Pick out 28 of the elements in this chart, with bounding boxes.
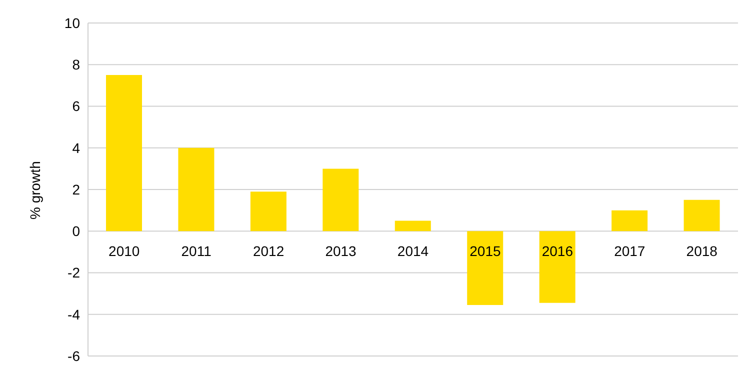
y-tick-label: 2 <box>72 181 80 198</box>
x-tick-label: 2018 <box>686 243 718 260</box>
y-tick-label: 8 <box>72 56 80 73</box>
y-tick-label: -2 <box>68 264 80 281</box>
y-axis-title: % growth <box>26 161 43 220</box>
bar <box>106 75 142 232</box>
x-tick-label: 2017 <box>614 243 646 260</box>
y-tick-label: 0 <box>72 223 80 240</box>
x-tick-label: 2016 <box>542 243 574 260</box>
y-tick-label: -6 <box>68 348 80 364</box>
bar <box>684 200 720 232</box>
bar <box>322 168 359 232</box>
bar <box>467 231 504 306</box>
x-tick-label: 2012 <box>252 243 284 260</box>
x-tick-label: 2015 <box>470 243 502 260</box>
x-tick-label: 2011 <box>181 243 212 260</box>
x-tick-label: 2010 <box>108 243 140 260</box>
bar <box>394 220 431 232</box>
x-tick-label: 2013 <box>325 243 357 260</box>
bar <box>250 192 286 232</box>
y-tick-label: 4 <box>72 140 80 156</box>
bar <box>539 231 576 303</box>
bar <box>178 148 214 232</box>
x-tick-label: 2014 <box>397 243 429 260</box>
y-tick-label: 10 <box>64 14 80 31</box>
bar <box>612 210 648 232</box>
y-tick-label: 6 <box>72 98 80 114</box>
y-tick-label: -4 <box>68 306 80 322</box>
